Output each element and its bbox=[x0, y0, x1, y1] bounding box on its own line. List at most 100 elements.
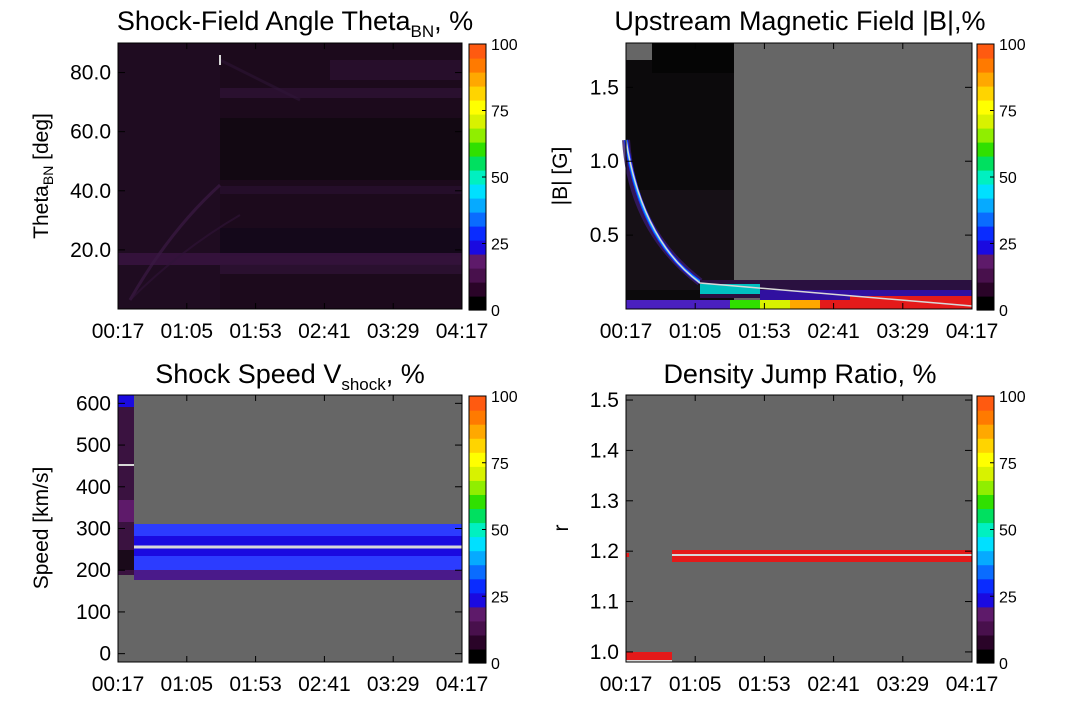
colorbar-tick-label: 25 bbox=[491, 589, 509, 606]
panel-bfield-x-tick-label: 00:17 bbox=[600, 320, 653, 343]
panel-density-y-axis-label: r bbox=[550, 525, 573, 532]
colorbar-segment bbox=[977, 466, 994, 481]
panel-theta-x-tick-label: 03:29 bbox=[367, 320, 420, 343]
panel-density-x-tick-label: 03:29 bbox=[877, 673, 930, 696]
panel-bfield-y-tick-label: 1.5 bbox=[590, 76, 619, 99]
colorbar-segment bbox=[977, 72, 994, 87]
panel-speed-x-tick-label: 00:17 bbox=[92, 673, 145, 696]
panel-bfield-y-tick-label: 0.5 bbox=[590, 224, 619, 247]
colorbar-tick-label: 100 bbox=[491, 37, 518, 54]
colorbar-segment bbox=[977, 282, 994, 297]
panel-speed: Shock Speed Vshock, % Speed [km/s] 00:17… bbox=[30, 359, 488, 696]
colorbar-segment bbox=[469, 212, 486, 227]
colorbar-segment bbox=[469, 268, 486, 283]
panel-speed-y-tick-label: 400 bbox=[76, 476, 111, 499]
colorbar-segment bbox=[977, 396, 994, 411]
colorbar-segment bbox=[977, 198, 994, 213]
colorbar-segment bbox=[469, 240, 486, 255]
panel-speed-y-tick-label: 200 bbox=[76, 559, 111, 582]
colorbar-tick-label: 0 bbox=[491, 303, 500, 320]
colorbar-segment bbox=[977, 494, 994, 510]
panel-density-y-tick-label: 1.5 bbox=[590, 389, 619, 412]
colorbar-segment bbox=[469, 494, 486, 510]
colorbar-segment bbox=[469, 142, 486, 157]
colorbar-segment bbox=[977, 410, 994, 425]
colorbar-segment bbox=[469, 508, 486, 524]
panel-speed-x-tick-label: 03:29 bbox=[367, 673, 420, 696]
panel-theta-x-tick-label: 04:17 bbox=[436, 320, 489, 343]
colorbar-segment bbox=[977, 184, 994, 199]
panel-speed-heatmap bbox=[118, 395, 462, 662]
panel-density-x-tick-label: 02:41 bbox=[807, 673, 860, 696]
colorbar-tick-label: 75 bbox=[999, 104, 1017, 121]
colorbar-segment bbox=[469, 184, 486, 199]
colorbar-segment bbox=[469, 564, 486, 580]
panel-speed-colorbar: 0 25 50 75 100 bbox=[468, 389, 518, 673]
colorbar-segment bbox=[469, 170, 486, 185]
panel-bfield-x-tick-label: 04:17 bbox=[946, 320, 999, 343]
panel-theta-title: Shock-Field Angle ThetaBN, % bbox=[117, 6, 473, 41]
colorbar-segment bbox=[977, 58, 994, 73]
panel-bfield-x-tick-label: 03:29 bbox=[877, 320, 930, 343]
colorbar-segment bbox=[469, 522, 486, 538]
colorbar-tick-label: 100 bbox=[491, 389, 518, 406]
colorbar-tick-label: 100 bbox=[999, 389, 1026, 406]
panel-bfield-x-tick-label: 01:53 bbox=[738, 320, 791, 343]
colorbar-tick-label: 50 bbox=[491, 170, 509, 187]
colorbar-tick-label: 25 bbox=[491, 237, 509, 254]
colorbar-segment bbox=[977, 592, 994, 608]
colorbar-segment bbox=[977, 44, 994, 59]
panel-speed-y-tick-label: 500 bbox=[76, 434, 111, 457]
panel-speed-y-tick-label: 600 bbox=[76, 392, 111, 415]
colorbar-segment bbox=[977, 156, 994, 171]
colorbar-segment bbox=[469, 480, 486, 495]
colorbar-segment bbox=[977, 142, 994, 157]
colorbar-tick-label: 50 bbox=[999, 523, 1017, 540]
colorbar-segment bbox=[469, 58, 486, 73]
panel-bfield-colorbar: 0 25 50 75 100 bbox=[976, 37, 1026, 320]
colorbar-segment bbox=[469, 396, 486, 411]
panel-speed-y-axis-label: Speed [km/s] bbox=[30, 467, 53, 590]
panel-bfield-heatmap bbox=[622, 43, 973, 309]
panel-speed-y-tick-label: 300 bbox=[76, 518, 111, 541]
panel-theta-x-tick-label: 00:17 bbox=[92, 320, 145, 343]
panel-theta-y-tick-label: 20.0 bbox=[70, 239, 111, 262]
colorbar-segment bbox=[977, 564, 994, 580]
panel-speed-x-tick-label: 04:17 bbox=[436, 673, 489, 696]
colorbar-segment bbox=[977, 480, 994, 495]
colorbar-segment bbox=[469, 438, 486, 453]
colorbar-segment bbox=[469, 424, 486, 439]
colorbar-segment bbox=[977, 100, 994, 115]
colorbar-segment bbox=[977, 452, 994, 467]
panel-density-y-tick-label: 1.1 bbox=[590, 591, 619, 614]
colorbar-segment bbox=[469, 410, 486, 425]
colorbar-tick-label: 0 bbox=[999, 303, 1008, 320]
colorbar-segment bbox=[977, 128, 994, 143]
panel-density: Density Jump Ratio, % r 00:17 01:05 01:53 0… bbox=[550, 359, 998, 696]
panel-theta-colorbar: 0 25 50 75 100 bbox=[468, 37, 518, 320]
panel-speed-x-tick-label: 01:53 bbox=[229, 673, 282, 696]
colorbar-segment bbox=[469, 86, 486, 101]
colorbar-tick-label: 100 bbox=[999, 37, 1026, 54]
panel-speed-title: Shock Speed Vshock, % bbox=[155, 359, 425, 394]
colorbar-tick-label: 25 bbox=[999, 237, 1017, 254]
panel-theta-x-tick-label: 01:05 bbox=[161, 320, 214, 343]
colorbar-segment bbox=[469, 620, 486, 636]
panel-theta-y-tick-label: 40.0 bbox=[70, 180, 111, 203]
panel-density-x-tick-label: 04:17 bbox=[946, 673, 999, 696]
colorbar-segment bbox=[469, 606, 486, 622]
panel-theta-x-tick-label: 01:53 bbox=[229, 320, 282, 343]
colorbar-segment bbox=[469, 198, 486, 213]
colorbar-segment bbox=[977, 522, 994, 538]
panel-density-colorbar: 0 25 50 75 100 bbox=[976, 389, 1026, 673]
colorbar-segment bbox=[977, 634, 994, 650]
colorbar-segment bbox=[977, 536, 994, 552]
colorbar-segment bbox=[469, 128, 486, 143]
panel-bfield-title: Upstream Magnetic Field |B|,% bbox=[614, 6, 985, 36]
panel-bfield: Upstream Magnetic Field |B|,% |B| [G] 00… bbox=[549, 6, 998, 343]
colorbar-segment bbox=[977, 268, 994, 283]
panel-density-x-tick-label: 01:05 bbox=[669, 673, 722, 696]
colorbar-segment bbox=[977, 550, 994, 566]
colorbar-tick-label: 25 bbox=[999, 589, 1017, 606]
